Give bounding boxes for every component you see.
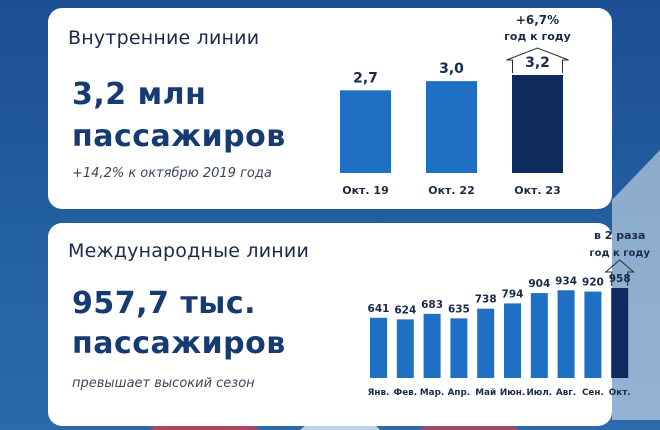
bar [504,303,521,378]
domestic-card: Внутренние линии 3,2 млн пассажиров +14,… [48,8,612,209]
callout-line1: +6,7% [516,13,559,27]
bar-value-label: 920 [582,277,604,289]
domestic-note: +14,2% к октябрю 2019 года [72,166,272,181]
international-value-line1: 957,7 тыс. [72,286,257,321]
category-label: Мар. [420,388,444,398]
category-label: Окт. [609,388,631,398]
bar [557,290,575,378]
callout-line1: в 2 раза [594,229,645,242]
category-label: Июн. [500,388,525,398]
international-bar-chart: 641 Янв. 624 Фев. 683 Мар. 635 Апр. 738 Май 794 Июн… [368,229,651,398]
bar [423,313,441,378]
category-label: Окт. 19 [342,184,389,197]
category-label: Янв. [368,388,390,398]
category-label: Июл. [526,388,552,398]
international-value-line2: пассажиров [72,326,286,361]
bar-value-label: 624 [394,304,416,316]
bar [584,291,602,378]
bar [426,81,477,173]
category-label: Авг. [556,388,576,398]
bar-value-label: 683 [421,299,443,311]
bar-value-label: 641 [368,303,390,315]
domestic-title: Внутренние линии [68,27,260,49]
domestic-value-line1: 3,2 млн [72,77,207,112]
bar-value-label: 3,0 [439,61,464,77]
bar-value-label: 3,2 [525,55,550,71]
category-label: Фев. [393,388,417,398]
category-label: Окт. 22 [428,184,475,197]
callout-line2: год к году [504,30,571,43]
bar [450,318,468,378]
bar-value-label: 958 [609,273,631,285]
bar [477,308,495,378]
bar-value-label: 738 [475,294,497,306]
bar [370,317,387,378]
highlight-arrow [604,259,636,286]
category-label: Сен. [582,388,604,398]
bar-value-label: 794 [502,288,524,300]
category-label: Окт. 23 [514,184,561,197]
bar-value-label: 635 [448,303,470,315]
bar [340,90,391,173]
bar [530,293,548,378]
international-title: Международные линии [68,240,310,262]
category-label: Май [475,388,496,398]
domestic-value-line2: пассажиров [72,119,286,154]
highlight-arrow [506,47,569,73]
bar [396,319,414,378]
bar-value-label: 934 [555,275,577,287]
bar-value-label: 2,7 [353,70,378,86]
domestic-bar-chart: 2,7 Окт. 19 3,0 Окт. 22 3,2 Окт. 23 +6,7% год к… [340,13,571,197]
international-note: превышает высокий сезон [72,376,255,391]
category-label: Апр. [448,388,471,398]
bar [512,75,563,173]
international-card: Международные линии 957,7 тыс. пассажиро… [48,223,651,426]
callout-line2: год к году [589,248,650,259]
bar [611,288,629,378]
bar-value-label: 904 [528,278,550,290]
